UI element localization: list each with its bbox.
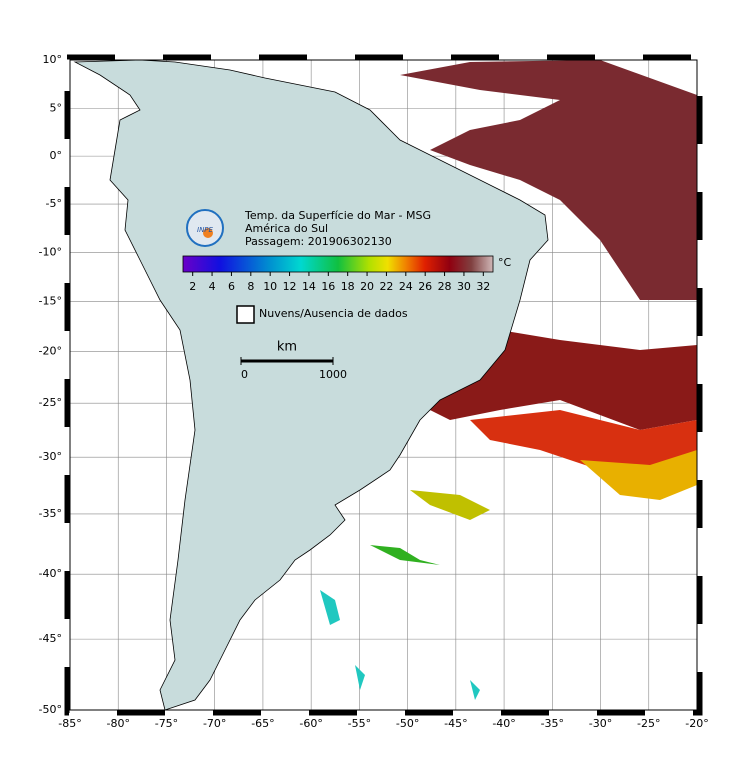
frame <box>69 59 698 711</box>
sst-cyan <box>320 590 480 700</box>
x-tick-label: -75° <box>155 717 178 730</box>
y-tick-label: 10° <box>43 53 63 66</box>
sst-north <box>400 60 697 300</box>
y-tick-label: -35° <box>39 507 62 520</box>
y-tick-label: -30° <box>39 450 62 463</box>
colorbar-tick-label: 14 <box>302 280 316 293</box>
colorbar-unit: °C <box>498 256 512 269</box>
colorbar-tick-label: 10 <box>263 280 277 293</box>
scale-bar: 0 1000 <box>240 357 347 381</box>
x-tick-label: -60° <box>299 717 322 730</box>
title-line: América do Sul <box>245 222 328 235</box>
x-tick-label: -45° <box>444 717 467 730</box>
sst-yellow <box>580 450 697 500</box>
x-tick-label: -70° <box>203 717 226 730</box>
scale-tick-label: 1000 <box>319 368 347 381</box>
x-tick-label: -35° <box>541 717 564 730</box>
logo-text: INPE <box>197 226 214 234</box>
x-tick-label: -85° <box>58 717 81 730</box>
x-tick-label: -65° <box>251 717 274 730</box>
x-tick-label: -40° <box>492 717 515 730</box>
colorbar-tick-label: 28 <box>438 280 452 293</box>
y-tick-label: -45° <box>39 632 62 645</box>
y-tick-label: 5° <box>50 101 63 114</box>
legend-swatch <box>236 305 255 324</box>
colorbar-tick-label: 32 <box>476 280 490 293</box>
colorbar-tick-label: 16 <box>321 280 335 293</box>
colorbar-tick-label: 20 <box>360 280 374 293</box>
sst-south <box>410 490 490 520</box>
sst-warm <box>470 410 697 470</box>
colorbar-tick-label: 2 <box>189 280 196 293</box>
colorbar-tick-label: 8 <box>247 280 254 293</box>
ticks: -85° -80° -75° -70° -65° -60° -55° -50° -45° -40°… <box>39 53 709 730</box>
x-tick-label: -30° <box>589 717 612 730</box>
x-tick-label: -80° <box>106 717 129 730</box>
y-tick-label: 0° <box>50 149 63 162</box>
y-tick-label: -20° <box>39 344 62 357</box>
colorbar <box>182 255 494 273</box>
x-tick-label: -55° <box>348 717 371 730</box>
y-tick-label: -40° <box>39 567 62 580</box>
y-tick-label: -15° <box>39 294 62 307</box>
colorbar-tick-label: 18 <box>341 280 355 293</box>
title-line: Passagem: 201906302130 <box>245 235 392 248</box>
legend-label: Nuvens/Ausencia de dados <box>259 307 408 320</box>
colorbar-tick-label: 30 <box>457 280 471 293</box>
y-tick-label: -50° <box>39 703 62 716</box>
colorbar-tick-label: 4 <box>209 280 216 293</box>
colorbar-tick-label: 26 <box>418 280 432 293</box>
x-tick-label: -20° <box>685 717 708 730</box>
scale-unit: km <box>277 340 297 355</box>
y-tick-label: -10° <box>39 245 62 258</box>
x-tick-label: -25° <box>637 717 660 730</box>
colorbar-tick-label: 12 <box>283 280 297 293</box>
scale-tick-label: 0 <box>241 368 248 381</box>
colorbar-tick-label: 24 <box>399 280 413 293</box>
y-tick-label: -25° <box>39 396 62 409</box>
colorbar-tick-label: 6 <box>228 280 235 293</box>
frame-border <box>64 54 703 716</box>
logo: INPE <box>186 209 224 247</box>
title-line: Temp. da Superfície do Mar - MSG <box>244 209 431 222</box>
y-tick-label: -5° <box>46 197 62 210</box>
colorbar-tick-label: 22 <box>379 280 393 293</box>
sst-green <box>370 545 440 565</box>
x-tick-label: -50° <box>396 717 419 730</box>
